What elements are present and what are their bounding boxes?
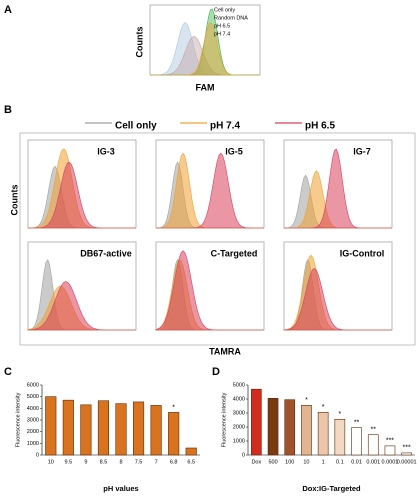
y-tick-label: 1000 <box>233 438 245 444</box>
y-tick-label: 5000 <box>233 382 245 388</box>
significance: *** <box>386 438 394 445</box>
x-tick-label: 0.00001 <box>397 459 417 465</box>
x-label: pH values <box>103 484 138 493</box>
y-label: Fluorescence intensity <box>221 392 227 447</box>
subplot-title: IG-Control <box>340 248 385 258</box>
significance: ** <box>371 427 377 434</box>
bar <box>317 411 329 456</box>
subplot-title: IG-3 <box>97 146 115 156</box>
subplot-title: DB67-active <box>80 248 132 258</box>
x-label: FAM <box>196 82 215 92</box>
bar <box>97 400 110 456</box>
x-label: Dox:IG-Targeted <box>302 484 361 493</box>
y-tick-label: 6000 <box>27 382 39 388</box>
x-tick-label: 7 <box>155 459 158 465</box>
y-tick-label: 3000 <box>233 410 245 416</box>
x-tick-label: 100 <box>285 459 294 465</box>
legend-entry: pH 7.4 <box>210 121 240 132</box>
y-tick-label: 4000 <box>27 406 39 412</box>
x-label: TAMRA <box>209 346 241 356</box>
x-tick-label: 0.0001 <box>382 459 399 465</box>
panel-label: A <box>4 4 12 16</box>
bar <box>115 403 127 456</box>
y-tick-label: 2000 <box>233 424 245 430</box>
x-tick-label: 0.1 <box>336 459 344 465</box>
histogram-curve <box>28 161 136 229</box>
x-tick-label: 1 <box>322 459 325 465</box>
x-tick-label: 7.5 <box>135 459 143 465</box>
histogram-curve <box>156 152 264 229</box>
histogram-curve <box>155 250 264 331</box>
panel-label: D <box>212 366 220 378</box>
bar <box>80 404 92 456</box>
x-tick-label: 9.5 <box>65 459 73 465</box>
y-tick-label: 4000 <box>233 396 245 402</box>
subplot-title: IG-5 <box>225 146 243 156</box>
x-tick-label: 500 <box>268 459 277 465</box>
y-label: Counts <box>9 185 19 216</box>
significance: ** <box>354 420 360 427</box>
bar <box>351 427 362 456</box>
bar <box>384 445 396 456</box>
x-tick-label: 9 <box>84 459 87 465</box>
histogram-curve <box>150 22 260 76</box>
x-tick-label: 8 <box>119 459 122 465</box>
significance: * <box>305 397 308 404</box>
bar <box>62 399 74 456</box>
bar <box>301 404 312 456</box>
legend-entry: pH 7.4 <box>214 31 230 37</box>
subplot-title: IG-7 <box>353 146 371 156</box>
bar <box>150 405 162 456</box>
y-label: Fluorescence intensity <box>15 392 21 447</box>
significance: *** <box>403 445 411 452</box>
bar <box>185 447 197 456</box>
x-tick-label: 6.5 <box>187 459 195 465</box>
panel-label: B <box>4 104 12 116</box>
subplot-title: C-Targeted <box>211 248 258 258</box>
bar <box>367 434 379 456</box>
x-tick-label: 6.8 <box>170 459 178 465</box>
x-tick-label: 10 <box>303 459 309 465</box>
bar <box>267 397 279 456</box>
x-tick-label: 0.01 <box>351 459 362 465</box>
x-tick-label: 0.001 <box>366 459 380 465</box>
y-tick-label: 0 <box>242 452 245 458</box>
significance: * <box>338 411 341 418</box>
legend-entry: Cell only <box>214 7 235 13</box>
legend-entry: Cell only <box>115 121 157 132</box>
legend-entry: pH 6.5 <box>214 23 230 29</box>
bar <box>132 401 145 456</box>
x-tick-label: 8.5 <box>100 459 108 465</box>
bar <box>401 452 412 456</box>
bar <box>45 396 57 456</box>
y-tick-label: 2000 <box>27 429 39 435</box>
bar <box>334 418 346 456</box>
y-tick-label: 5000 <box>27 394 39 400</box>
panel-label: C <box>4 366 12 378</box>
y-label: Counts <box>134 27 144 58</box>
legend-entry: Random DNA <box>214 15 248 21</box>
histogram-curve <box>284 148 392 229</box>
bar <box>284 399 296 456</box>
y-tick-label: 3000 <box>27 417 39 423</box>
x-tick-label: Dox <box>251 459 261 465</box>
significance: * <box>322 404 325 411</box>
panel-frame <box>19 132 416 346</box>
y-tick-label: 1000 <box>27 441 39 447</box>
significance: * <box>172 404 175 411</box>
x-tick-label: 10 <box>48 459 54 465</box>
bar <box>168 412 180 456</box>
bar <box>251 388 262 456</box>
legend-entry: pH 6.5 <box>305 121 335 132</box>
histogram-curve <box>283 268 392 331</box>
y-tick-label: 0 <box>36 452 39 458</box>
histogram-curve <box>27 281 136 331</box>
